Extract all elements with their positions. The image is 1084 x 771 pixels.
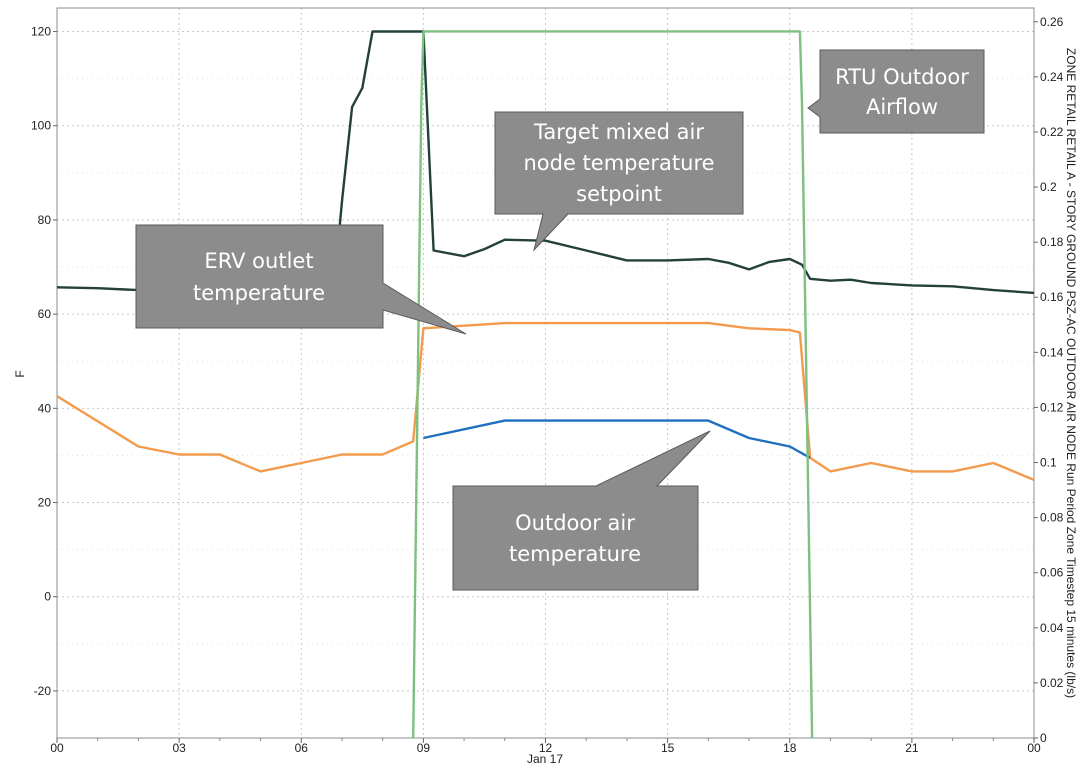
series-line-rtu-outdoor-airflow bbox=[412, 30, 814, 739]
right-tick-label: 0.02 bbox=[1040, 676, 1064, 690]
callout-line: temperature bbox=[193, 281, 325, 305]
right-tick-label: 0.26 bbox=[1040, 15, 1064, 29]
x-tick-label: 09 bbox=[417, 741, 431, 755]
right-tick-label: 0.06 bbox=[1040, 566, 1064, 580]
right-tick-label: 0.14 bbox=[1040, 345, 1064, 359]
callout-line: Airflow bbox=[866, 95, 938, 119]
x-axis-ticks: 00 03 06 09 12 15 18 21 00 bbox=[50, 738, 1041, 755]
callout-target-mixed-air-setpoint: Target mixed air node temperature setpoi… bbox=[494, 111, 744, 252]
right-tick-label: 0.22 bbox=[1040, 125, 1064, 139]
right-tick-label: 0.04 bbox=[1040, 621, 1064, 635]
right-tick-label: 0.08 bbox=[1040, 511, 1064, 525]
left-tick-label: 40 bbox=[38, 401, 52, 415]
right-tick-label: 0.1 bbox=[1040, 456, 1057, 470]
x-tick-label: 00 bbox=[1027, 741, 1041, 755]
left-tick-label: -20 bbox=[34, 684, 52, 698]
callout-box bbox=[452, 430, 711, 591]
left-tick-label: 100 bbox=[31, 119, 51, 133]
x-tick-label: 03 bbox=[172, 741, 186, 755]
right-axis-title: ZONE RETAIL RETAIL A - STORY GROUND PSZ-… bbox=[1064, 48, 1078, 698]
series-line-erv-outlet-temperature bbox=[56, 321, 1035, 482]
left-axis-ticks: 120 100 80 60 40 20 0 -20 bbox=[31, 25, 57, 698]
callout-line: setpoint bbox=[576, 182, 662, 206]
right-tick-label: 0.24 bbox=[1040, 70, 1064, 84]
right-tick-label: 0.2 bbox=[1040, 180, 1057, 194]
left-tick-label: 120 bbox=[31, 25, 51, 39]
callout-box bbox=[807, 49, 985, 134]
callout-line: temperature bbox=[509, 542, 641, 566]
callout-box bbox=[135, 224, 467, 335]
left-tick-label: 0 bbox=[44, 590, 51, 604]
x-tick-label: 06 bbox=[295, 741, 309, 755]
right-tick-label: 0.12 bbox=[1040, 400, 1064, 414]
x-tick-label: 21 bbox=[905, 741, 919, 755]
x-tick-label: 15 bbox=[661, 741, 675, 755]
callout-erv-outlet-temperature: ERV outlet temperature bbox=[135, 224, 467, 335]
callout-line: Outdoor air bbox=[515, 511, 635, 535]
right-tick-label: 0.18 bbox=[1040, 235, 1064, 249]
right-tick-label: 0 bbox=[1040, 731, 1047, 745]
callout-box bbox=[494, 111, 744, 252]
x-tick-label: 12 bbox=[539, 741, 553, 755]
callout-outdoor-air-temperature: Outdoor air temperature bbox=[452, 430, 711, 591]
callout-rtu-outdoor-airflow: RTU Outdoor Airflow bbox=[807, 49, 985, 134]
series-line-outdoor-air-temperature bbox=[423, 419, 811, 459]
callout-line: ERV outlet bbox=[204, 249, 313, 273]
right-axis-ticks: 0.26 0.24 0.22 0.2 0.18 0.16 0.14 0.12 0.1 0.08 0.… bbox=[1034, 15, 1064, 745]
left-tick-label: 80 bbox=[38, 213, 52, 227]
callout-line: Target mixed air bbox=[533, 120, 704, 144]
left-tick-label: 20 bbox=[38, 496, 52, 510]
callout-line: RTU Outdoor bbox=[835, 65, 969, 89]
x-axis-title: Jan 17 bbox=[527, 752, 563, 766]
callout-line: node temperature bbox=[523, 151, 714, 175]
x-tick-label: 18 bbox=[783, 741, 797, 755]
right-tick-label: 0.16 bbox=[1040, 290, 1064, 304]
x-tick-label: 00 bbox=[50, 741, 64, 755]
left-axis-title: F bbox=[13, 370, 27, 377]
left-tick-label: 60 bbox=[38, 307, 52, 321]
